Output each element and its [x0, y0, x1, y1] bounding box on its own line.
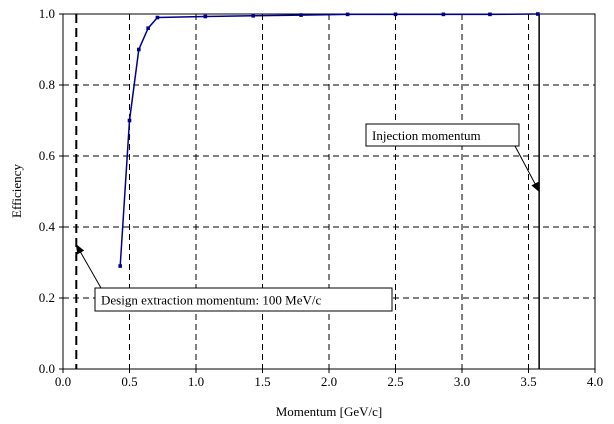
y-tick-label: 0.6	[39, 148, 56, 163]
y-tick-label: 0.0	[39, 361, 55, 376]
data-point	[393, 12, 398, 17]
x-tick-label: 0.0	[55, 374, 71, 389]
data-point	[345, 12, 350, 17]
annotation-box	[365, 123, 520, 147]
x-tick-label: 0.5	[121, 374, 137, 389]
x-axis-title: Momentum [GeV/c]	[276, 404, 383, 419]
data-point	[488, 12, 492, 17]
series-group	[118, 12, 540, 268]
data-point	[155, 15, 160, 20]
data-point	[203, 14, 208, 19]
annotation-arrow	[514, 145, 540, 193]
design-extraction-annotation: Design extraction momentum: 100 MeV/c	[75, 243, 393, 312]
x-tick-label: 2.5	[387, 374, 403, 389]
y-tick-label: 1.0	[39, 6, 55, 21]
data-point	[251, 13, 255, 18]
y-tick-label: 0.2	[39, 290, 55, 305]
annotation-arrow	[75, 243, 102, 289]
data-point	[137, 47, 141, 52]
x-tick-label: 3.0	[454, 374, 470, 389]
y-tick-label: 0.4	[39, 219, 56, 234]
x-tick-label: 1.0	[188, 374, 204, 389]
annotation-box	[94, 287, 393, 312]
data-point	[441, 12, 446, 17]
injection-momentum-annotation: Injection momentum	[365, 123, 540, 193]
data-point	[536, 12, 540, 16]
y-axis-title: Efficiency	[9, 164, 24, 218]
x-tick-label: 1.5	[254, 374, 270, 389]
y-tick-label: 0.8	[39, 77, 55, 92]
data-point	[127, 118, 132, 123]
x-tick-label: 2.0	[321, 374, 337, 389]
data-point	[146, 26, 150, 30]
x-axis-ticks: 0.0 0.5 1.0 1.5 2.0 2.5 3.0 3.5 4.0	[55, 369, 603, 389]
data-point	[299, 13, 303, 17]
data-point	[118, 264, 122, 268]
x-tick-label: 3.5	[520, 374, 536, 389]
y-axis-ticks: 0.0 0.2 0.4 0.6 0.8 1.0	[39, 6, 63, 376]
annotations: Injection momentum Design extraction mome…	[75, 123, 540, 312]
annotation-label: Design extraction momentum: 100 MeV/c	[101, 293, 321, 308]
annotation-label: Injection momentum	[372, 128, 481, 143]
x-tick-label: 4.0	[587, 374, 603, 389]
